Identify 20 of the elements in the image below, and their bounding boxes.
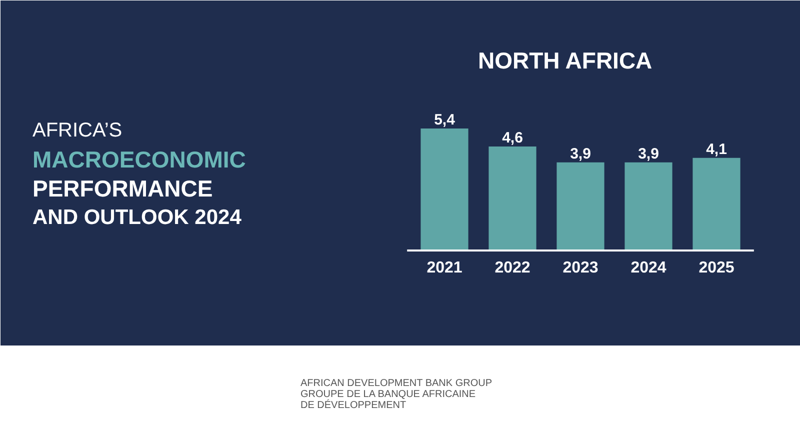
data-label: 3,9: [638, 145, 659, 162]
x-tick-label: 2022: [494, 260, 530, 276]
x-tick-label: 2024: [630, 260, 666, 276]
data-label: 3,9: [570, 145, 591, 162]
chart-title: NORTH AFRICA: [478, 48, 652, 74]
bar: [692, 158, 740, 250]
data-label: 5,4: [434, 111, 456, 128]
bar: [556, 162, 604, 250]
data-label: 4,6: [502, 130, 523, 147]
text: AFRICA’S MACROECONOMIC PERFORMANCE AND OUTLOOK 2024: [32, 120, 246, 229]
text: GROUPE DE LA BANQUE AFRICAINE: [300, 389, 476, 400]
text: AFRICAN DEVELOPMENT BANK GROUP: [300, 378, 492, 389]
x-tick-label: 2025: [698, 260, 734, 276]
bar: [488, 146, 536, 250]
data-label: 4,1: [706, 140, 727, 158]
text: DE DÉVELOPPEMENT: [300, 399, 406, 411]
bar: [624, 162, 672, 250]
x-tick-label: 2023: [562, 260, 598, 276]
bar: [420, 128, 468, 250]
x-tick-label: 2021: [426, 260, 462, 276]
